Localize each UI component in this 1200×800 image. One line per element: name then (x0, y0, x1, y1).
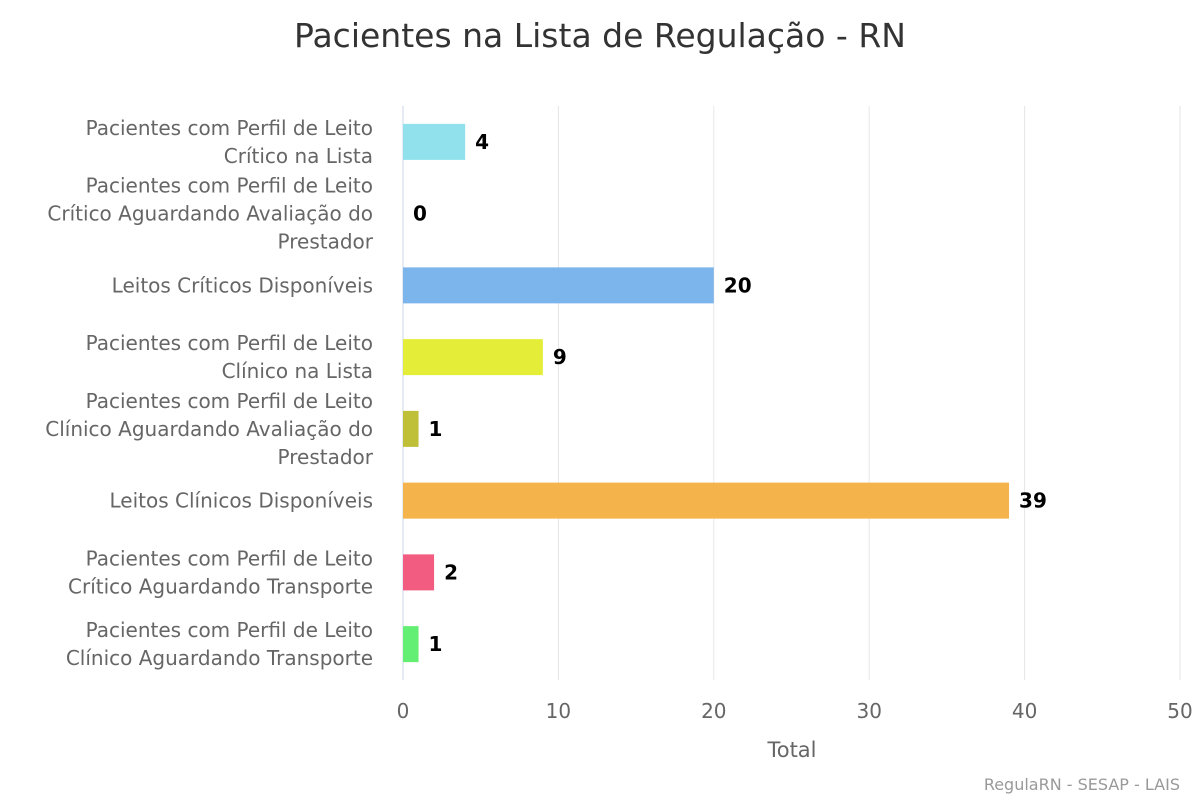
chart-title: Pacientes na Lista de Regulação - RN (294, 16, 906, 55)
data-label: 4 (475, 130, 489, 154)
data-label: 39 (1019, 489, 1047, 513)
bar[interactable] (403, 410, 419, 447)
category-label: Pacientes com Perfil de Leito Crítico Agu… (68, 546, 373, 598)
bar[interactable] (403, 339, 543, 376)
x-tick-label: 30 (856, 699, 881, 723)
tick-labels: 0 10 20 30 40 50 (397, 699, 1193, 723)
x-axis-title: Total (766, 738, 816, 762)
data-labels: 4 0 20 9 1 39 2 1 (413, 130, 1047, 656)
category-label: Leitos Clínicos Disponíveis (110, 489, 374, 513)
category-label: Leitos Críticos Disponíveis (112, 273, 373, 297)
x-tick-label: 50 (1167, 699, 1192, 723)
data-label: 0 (413, 202, 427, 226)
bar[interactable] (403, 267, 714, 304)
category-label: Pacientes com Perfil de Leito Clínico Agu… (45, 389, 374, 469)
category-label: Pacientes com Perfil de Leito Clínico Agu… (66, 618, 373, 670)
category-labels: Pacientes com Perfil de Leito Crítico na … (45, 116, 374, 670)
credits[interactable]: RegulaRN - SESAP - LAIS (984, 775, 1180, 794)
category-label: Pacientes com Perfil de Leito Crítico Agu… (47, 174, 373, 254)
x-tick-label: 20 (701, 699, 726, 723)
x-tick-label: 10 (546, 699, 571, 723)
x-tick-label: 0 (397, 699, 410, 723)
data-label: 1 (429, 417, 443, 441)
category-label: Pacientes com Perfil de Leito Crítico na … (86, 116, 373, 168)
x-tick-label: 40 (1012, 699, 1037, 723)
bars (403, 123, 1010, 663)
category-label: Pacientes com Perfil de Leito Clínico na … (86, 331, 373, 383)
data-label: 20 (724, 273, 752, 297)
bar[interactable] (403, 554, 435, 591)
data-label: 9 (553, 345, 567, 369)
data-label: 1 (429, 632, 443, 656)
bar[interactable] (403, 123, 466, 160)
bar[interactable] (403, 626, 419, 663)
bar[interactable] (403, 482, 1010, 519)
data-label: 2 (444, 560, 458, 584)
grid-lines (402, 106, 1181, 680)
